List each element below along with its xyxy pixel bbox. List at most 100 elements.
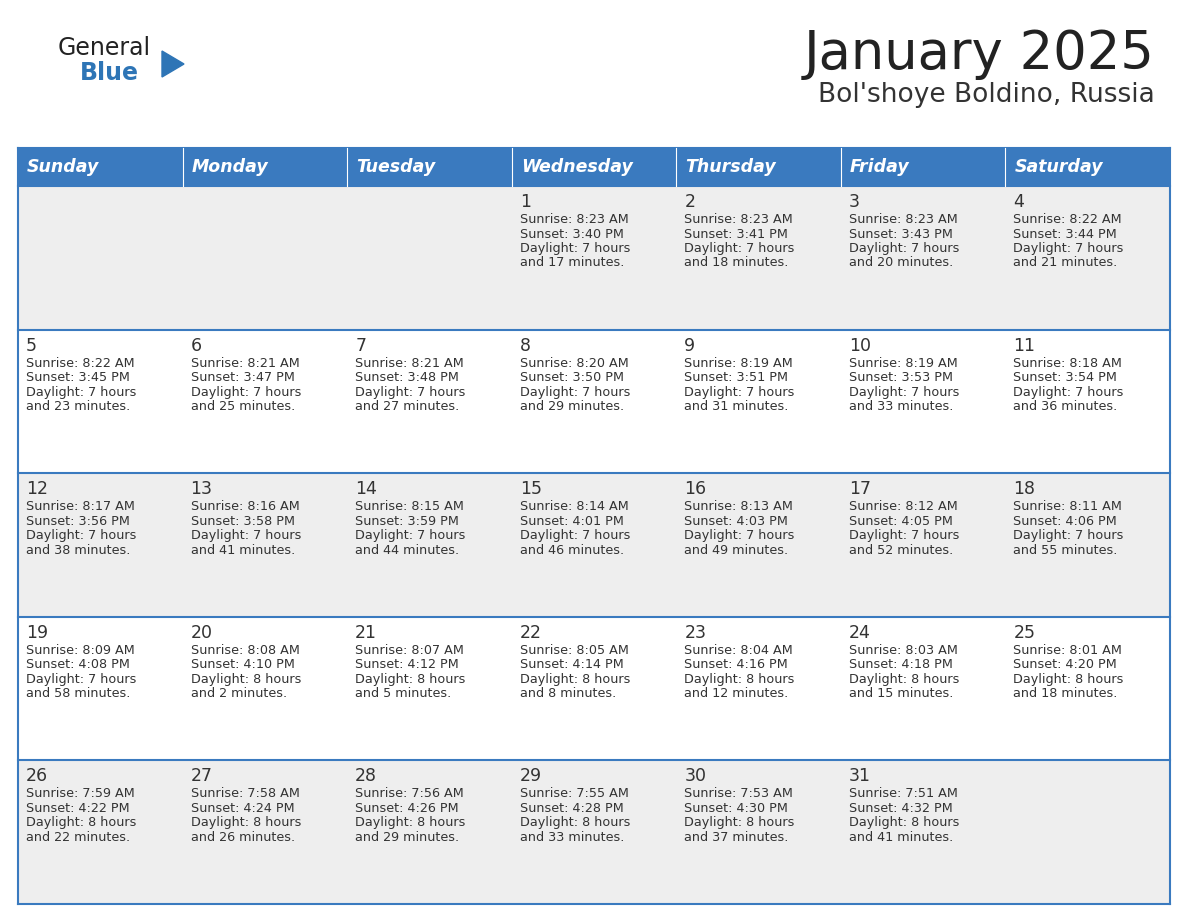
Text: Thursday: Thursday xyxy=(685,158,776,176)
Text: Daylight: 8 hours: Daylight: 8 hours xyxy=(355,816,466,829)
Text: Sunset: 3:59 PM: Sunset: 3:59 PM xyxy=(355,515,459,528)
Text: Tuesday: Tuesday xyxy=(356,158,435,176)
Text: and 29 minutes.: and 29 minutes. xyxy=(519,400,624,413)
Text: Sunset: 4:24 PM: Sunset: 4:24 PM xyxy=(190,802,295,815)
Text: Sunset: 4:14 PM: Sunset: 4:14 PM xyxy=(519,658,624,671)
Text: January 2025: January 2025 xyxy=(804,28,1155,80)
Text: Sunset: 3:45 PM: Sunset: 3:45 PM xyxy=(26,371,129,384)
Text: and 23 minutes.: and 23 minutes. xyxy=(26,400,131,413)
Text: Sunrise: 7:53 AM: Sunrise: 7:53 AM xyxy=(684,788,794,800)
Text: Sunrise: 8:21 AM: Sunrise: 8:21 AM xyxy=(190,356,299,370)
Text: Sunset: 4:20 PM: Sunset: 4:20 PM xyxy=(1013,658,1117,671)
Text: Monday: Monday xyxy=(191,158,268,176)
Text: Daylight: 7 hours: Daylight: 7 hours xyxy=(684,386,795,398)
Text: and 29 minutes.: and 29 minutes. xyxy=(355,831,460,844)
Text: 1: 1 xyxy=(519,193,531,211)
Text: Daylight: 7 hours: Daylight: 7 hours xyxy=(190,529,301,543)
Text: Daylight: 8 hours: Daylight: 8 hours xyxy=(684,673,795,686)
Text: Sunset: 3:47 PM: Sunset: 3:47 PM xyxy=(190,371,295,384)
Text: and 15 minutes.: and 15 minutes. xyxy=(849,688,953,700)
Text: 31: 31 xyxy=(849,767,871,786)
Text: General: General xyxy=(58,36,151,60)
Bar xyxy=(183,148,347,186)
Text: Sunrise: 8:23 AM: Sunrise: 8:23 AM xyxy=(684,213,794,226)
Text: Wednesday: Wednesday xyxy=(520,158,632,176)
Text: and 38 minutes.: and 38 minutes. xyxy=(26,543,131,556)
Text: Sunrise: 8:12 AM: Sunrise: 8:12 AM xyxy=(849,500,958,513)
Text: Daylight: 7 hours: Daylight: 7 hours xyxy=(1013,386,1124,398)
Text: 6: 6 xyxy=(190,337,202,354)
Text: and 41 minutes.: and 41 minutes. xyxy=(849,831,953,844)
Text: 21: 21 xyxy=(355,624,377,642)
Text: Sunset: 4:32 PM: Sunset: 4:32 PM xyxy=(849,802,953,815)
Text: Daylight: 7 hours: Daylight: 7 hours xyxy=(849,386,959,398)
Text: Sunset: 4:16 PM: Sunset: 4:16 PM xyxy=(684,658,788,671)
Text: and 18 minutes.: and 18 minutes. xyxy=(1013,688,1118,700)
Text: Sunset: 4:12 PM: Sunset: 4:12 PM xyxy=(355,658,459,671)
Text: Sunset: 3:44 PM: Sunset: 3:44 PM xyxy=(1013,228,1117,241)
Text: Daylight: 7 hours: Daylight: 7 hours xyxy=(26,673,137,686)
Text: Daylight: 8 hours: Daylight: 8 hours xyxy=(190,816,301,829)
Text: 12: 12 xyxy=(26,480,48,498)
Text: Sunset: 3:56 PM: Sunset: 3:56 PM xyxy=(26,515,129,528)
Text: Daylight: 7 hours: Daylight: 7 hours xyxy=(849,242,959,255)
Text: Daylight: 7 hours: Daylight: 7 hours xyxy=(1013,242,1124,255)
Text: Sunrise: 7:59 AM: Sunrise: 7:59 AM xyxy=(26,788,134,800)
Text: Sunrise: 8:13 AM: Sunrise: 8:13 AM xyxy=(684,500,794,513)
Text: and 18 minutes.: and 18 minutes. xyxy=(684,256,789,270)
Text: 17: 17 xyxy=(849,480,871,498)
Text: and 17 minutes.: and 17 minutes. xyxy=(519,256,624,270)
Text: Sunset: 4:05 PM: Sunset: 4:05 PM xyxy=(849,515,953,528)
Bar xyxy=(18,148,183,186)
Text: 18: 18 xyxy=(1013,480,1036,498)
Text: 2: 2 xyxy=(684,193,695,211)
Text: 30: 30 xyxy=(684,767,707,786)
Text: Sunset: 3:40 PM: Sunset: 3:40 PM xyxy=(519,228,624,241)
Text: Sunset: 3:43 PM: Sunset: 3:43 PM xyxy=(849,228,953,241)
Text: Daylight: 7 hours: Daylight: 7 hours xyxy=(190,386,301,398)
Text: Sunset: 3:50 PM: Sunset: 3:50 PM xyxy=(519,371,624,384)
Text: Sunset: 4:03 PM: Sunset: 4:03 PM xyxy=(684,515,788,528)
Text: and 49 minutes.: and 49 minutes. xyxy=(684,543,789,556)
Text: 8: 8 xyxy=(519,337,531,354)
Text: Sunset: 4:30 PM: Sunset: 4:30 PM xyxy=(684,802,788,815)
Text: and 27 minutes.: and 27 minutes. xyxy=(355,400,460,413)
Text: Daylight: 7 hours: Daylight: 7 hours xyxy=(849,529,959,543)
Text: Daylight: 7 hours: Daylight: 7 hours xyxy=(1013,529,1124,543)
Bar xyxy=(18,330,1170,473)
Text: Daylight: 7 hours: Daylight: 7 hours xyxy=(26,386,137,398)
Text: Daylight: 7 hours: Daylight: 7 hours xyxy=(519,242,630,255)
Text: and 2 minutes.: and 2 minutes. xyxy=(190,688,286,700)
Bar xyxy=(18,473,1170,617)
Text: Daylight: 8 hours: Daylight: 8 hours xyxy=(1013,673,1124,686)
Text: Sunset: 4:01 PM: Sunset: 4:01 PM xyxy=(519,515,624,528)
Text: and 26 minutes.: and 26 minutes. xyxy=(190,831,295,844)
Text: Sunrise: 8:19 AM: Sunrise: 8:19 AM xyxy=(684,356,794,370)
Text: Daylight: 8 hours: Daylight: 8 hours xyxy=(26,816,137,829)
Bar xyxy=(18,617,1170,760)
Text: 15: 15 xyxy=(519,480,542,498)
Text: and 33 minutes.: and 33 minutes. xyxy=(519,831,624,844)
Text: 4: 4 xyxy=(1013,193,1024,211)
Bar xyxy=(841,148,1005,186)
Text: Sunrise: 8:14 AM: Sunrise: 8:14 AM xyxy=(519,500,628,513)
Text: Daylight: 7 hours: Daylight: 7 hours xyxy=(26,529,137,543)
Text: 5: 5 xyxy=(26,337,37,354)
Text: Sunday: Sunday xyxy=(27,158,100,176)
Text: 25: 25 xyxy=(1013,624,1036,642)
Text: Sunrise: 8:22 AM: Sunrise: 8:22 AM xyxy=(26,356,134,370)
Text: 26: 26 xyxy=(26,767,49,786)
Text: Sunset: 3:54 PM: Sunset: 3:54 PM xyxy=(1013,371,1117,384)
Text: and 52 minutes.: and 52 minutes. xyxy=(849,543,953,556)
Text: and 25 minutes.: and 25 minutes. xyxy=(190,400,295,413)
Text: 9: 9 xyxy=(684,337,695,354)
Text: 10: 10 xyxy=(849,337,871,354)
Text: Sunrise: 8:09 AM: Sunrise: 8:09 AM xyxy=(26,644,134,656)
Bar xyxy=(18,186,1170,330)
Text: 27: 27 xyxy=(190,767,213,786)
Text: Sunrise: 8:08 AM: Sunrise: 8:08 AM xyxy=(190,644,299,656)
Bar xyxy=(676,148,841,186)
Text: Sunrise: 8:11 AM: Sunrise: 8:11 AM xyxy=(1013,500,1123,513)
Text: 28: 28 xyxy=(355,767,377,786)
Text: Sunrise: 7:55 AM: Sunrise: 7:55 AM xyxy=(519,788,628,800)
